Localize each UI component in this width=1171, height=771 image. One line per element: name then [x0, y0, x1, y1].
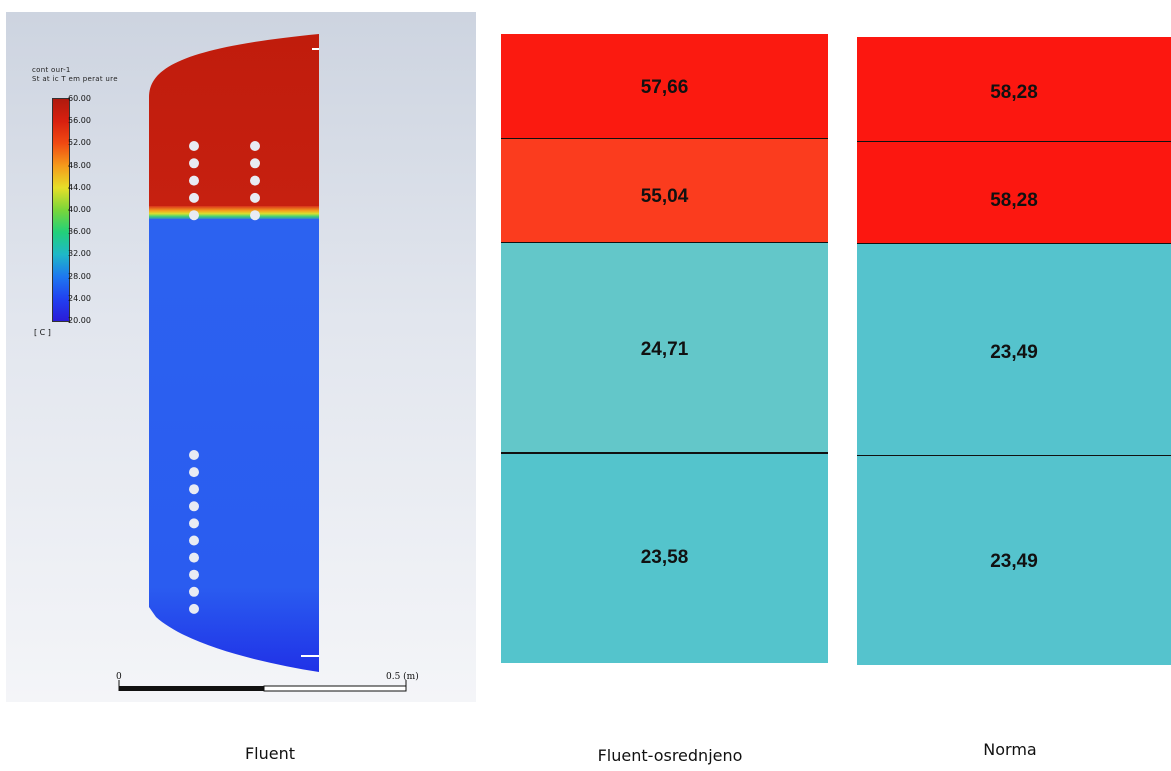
legend-tick-label: 40.00	[68, 205, 91, 214]
scale-bar-light	[263, 685, 407, 692]
cell-value: 24,71	[640, 339, 689, 360]
legend-tick-label: 56.00	[68, 116, 91, 126]
cold-region	[149, 219, 319, 672]
sensor-dot	[189, 603, 199, 614]
scale-bar-start-label: 0	[116, 672, 122, 682]
cell-divider	[501, 242, 828, 243]
cell-value: 58,28	[990, 190, 1038, 211]
legend-tick-label: 44.00	[68, 182, 91, 192]
fluent-osrednjeno-cell-1: 57,66	[501, 34, 828, 138]
scale-bar-end-label: 0.5 (m)	[386, 672, 419, 682]
sensor-dot	[189, 175, 199, 186]
norma-cell-1: 58,28	[857, 37, 1171, 141]
norma-column: 58,28 58,28 23,49 23,49	[857, 37, 1171, 665]
cell-value: 55,04	[640, 186, 689, 207]
sensor-dot	[250, 175, 260, 186]
fluent-osrednjeno-cell-2: 55,04	[501, 139, 828, 242]
sensor-dot	[189, 141, 199, 151]
legend-tick-label: 32.00	[68, 249, 91, 259]
legend-tick-label: 60.00	[68, 94, 91, 103]
hot-region	[149, 34, 319, 212]
cell-divider	[857, 243, 1171, 244]
sensor-dot	[250, 158, 260, 169]
sensor-dot	[189, 518, 199, 529]
sensor-dot	[189, 158, 199, 169]
sensor-dot	[250, 210, 260, 221]
fluent-osrednjeno-cell-3: 24,71	[501, 243, 828, 453]
cell-value: 57,66	[640, 77, 689, 98]
scale-bar-dark	[119, 686, 264, 691]
norma-cell-2: 58,28	[857, 142, 1171, 243]
sensor-dot	[189, 501, 199, 512]
sensor-dot	[189, 484, 199, 495]
legend-colorbar	[52, 98, 70, 322]
legend-title-line2: St at ic T em perat ure	[32, 75, 118, 83]
legend-tick-label: 20.00	[68, 316, 91, 325]
legend-tick-label: 28.00	[68, 271, 91, 281]
sensor-dot	[189, 569, 199, 580]
cell-divider	[857, 141, 1171, 142]
cell-value: 23,49	[990, 342, 1038, 363]
fluent-contour-panel: cont our-1 St at ic T em perat ure 60.00…	[6, 12, 476, 702]
sensor-dot	[250, 192, 260, 203]
legend-tick-label: 52.00	[68, 138, 91, 148]
sensor-dot	[189, 535, 199, 546]
caption-norma: Norma	[983, 740, 1037, 759]
sensor-dot	[189, 210, 199, 221]
sensor-dot	[189, 552, 199, 563]
tank-contour	[118, 34, 407, 692]
cell-divider	[501, 452, 828, 454]
sensor-dot	[189, 192, 199, 203]
norma-cell-3: 23,49	[857, 244, 1171, 455]
cell-value: 23,58	[640, 547, 689, 568]
legend-tick-label: 24.00	[68, 293, 91, 303]
sensor-dots	[189, 141, 260, 614]
sensor-dot	[189, 450, 199, 460]
caption-fluent-osrednjeno: Fluent-osrednjeno	[597, 746, 743, 765]
cell-value: 58,28	[990, 82, 1038, 103]
caption-fluent: Fluent	[244, 744, 296, 763]
legend-tick-label: 36.00	[68, 227, 91, 237]
sensor-dot	[189, 467, 199, 478]
cell-divider	[501, 138, 828, 139]
legend-title-line1: cont our-1	[32, 66, 71, 74]
sensor-dot	[250, 141, 260, 151]
sensor-dot	[189, 586, 199, 597]
legend-unit: [ C ]	[34, 328, 51, 337]
cell-divider	[857, 455, 1171, 456]
fluent-osrednjeno-cell-4: 23,58	[501, 454, 828, 663]
tank-body	[149, 34, 319, 672]
thermocline	[149, 206, 319, 220]
fluent-osrednjeno-column: 57,66 55,04 24,71 23,58	[501, 34, 828, 663]
cell-value: 23,49	[990, 551, 1038, 572]
norma-cell-4: 23,49	[857, 456, 1171, 665]
legend-tick-label: 48.00	[68, 160, 91, 170]
